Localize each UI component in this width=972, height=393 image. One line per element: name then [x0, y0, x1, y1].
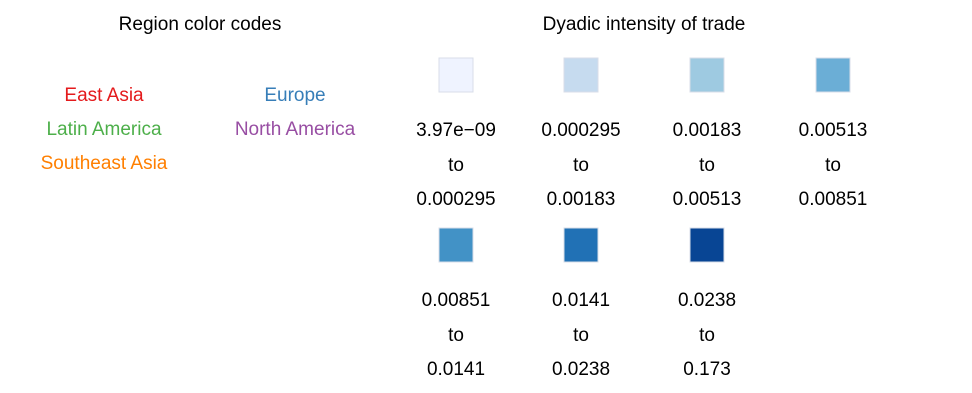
region-label-europe: Europe: [264, 85, 325, 106]
bin-connector-2: to: [573, 155, 589, 176]
bin-connector-4: to: [825, 155, 841, 176]
bin-swatch-5: [438, 227, 474, 263]
intensity-bin-7: 0.0238 to 0.173: [678, 227, 736, 380]
bin-from-1: 3.97e−09: [416, 120, 496, 141]
bin-from-7: 0.0238: [678, 290, 736, 311]
bin-from-4: 0.00513: [799, 120, 868, 141]
bin-swatch-2: [563, 57, 599, 93]
intensity-bin-2: 0.000295 to 0.00183: [541, 57, 621, 210]
intensity-bin-4: 0.00513 to 0.00851: [799, 57, 868, 210]
intensity-bin-5: 0.00851 to 0.0141: [422, 227, 491, 380]
bin-from-3: 0.00183: [673, 120, 742, 141]
region-label-east-asia: East Asia: [64, 85, 144, 106]
bin-to-7: 0.173: [683, 359, 731, 380]
intensity-bin-1: 3.97e−09 to 0.000295: [416, 57, 496, 210]
bin-swatch-4: [815, 57, 851, 93]
bin-swatch-7: [689, 227, 725, 263]
bin-to-6: 0.0238: [552, 359, 610, 380]
bin-swatch-1: [438, 57, 474, 93]
intensity-bin-6: 0.0141 to 0.0238: [552, 227, 610, 380]
region-legend-title: Region color codes: [119, 14, 282, 35]
bin-from-6: 0.0141: [552, 290, 610, 311]
bin-from-2: 0.000295: [541, 120, 620, 141]
bin-to-3: 0.00513: [673, 189, 742, 210]
region-label-north-america: North America: [235, 119, 356, 140]
bin-from-5: 0.00851: [422, 290, 491, 311]
bin-connector-1: to: [448, 155, 464, 176]
bin-connector-5: to: [448, 325, 464, 346]
bin-swatch-6: [563, 227, 599, 263]
bin-to-2: 0.00183: [547, 189, 616, 210]
region-label-southeast-asia: Southeast Asia: [41, 153, 168, 174]
intensity-legend: 3.97e−09to0.0002950.000295to0.001830.001…: [416, 57, 868, 380]
intensity-legend-title: Dyadic intensity of trade: [543, 14, 746, 35]
bin-connector-6: to: [573, 325, 589, 346]
region-legend: East Asia Europe Latin America North Americ…: [41, 85, 356, 174]
bin-connector-3: to: [699, 155, 715, 176]
intensity-bin-3: 0.00183 to 0.00513: [673, 57, 742, 210]
bin-to-1: 0.000295: [416, 189, 495, 210]
region-label-latin-america: Latin America: [46, 119, 162, 140]
bin-swatch-3: [689, 57, 725, 93]
bin-to-4: 0.00851: [799, 189, 868, 210]
bin-to-5: 0.0141: [427, 359, 485, 380]
bin-connector-7: to: [699, 325, 715, 346]
